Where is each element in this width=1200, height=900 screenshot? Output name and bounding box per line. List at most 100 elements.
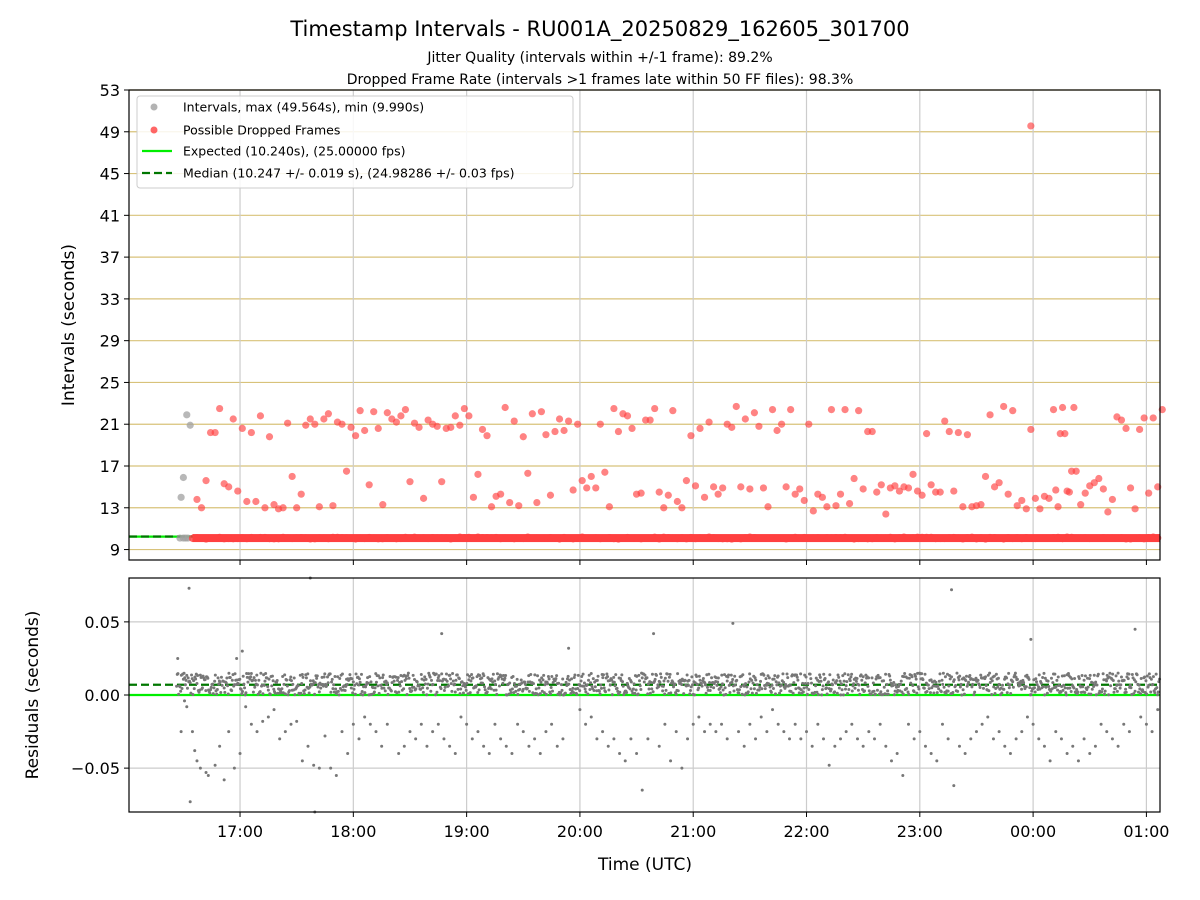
residual-point	[805, 692, 809, 696]
residual-point	[709, 685, 713, 689]
residual-point	[882, 685, 886, 689]
residual-point	[732, 689, 736, 693]
residual-point	[612, 675, 616, 679]
residual-point	[533, 737, 537, 741]
residual-point	[476, 730, 480, 734]
residual-point	[560, 688, 564, 692]
residual-point	[589, 672, 593, 676]
dropped-frame-point	[515, 502, 523, 510]
residual-point	[557, 681, 561, 685]
residual-point	[425, 744, 429, 748]
residual-point	[888, 674, 892, 678]
residual-point	[1020, 730, 1024, 734]
residual-point	[695, 674, 699, 678]
residuals-y-tick-label: −0.05	[71, 759, 120, 778]
residual-point	[1047, 684, 1051, 688]
residual-point	[595, 737, 599, 741]
dropped-frame-point	[564, 417, 573, 425]
residual-point	[984, 683, 988, 687]
residual-point	[313, 692, 317, 696]
residual-point	[981, 686, 985, 690]
residual-point	[822, 737, 826, 741]
residual-point	[867, 689, 871, 693]
residual-point	[1156, 693, 1160, 697]
residual-point	[493, 682, 497, 686]
residual-point	[907, 692, 911, 696]
residual-point	[716, 680, 720, 684]
residual-point	[843, 672, 847, 676]
residual-point	[870, 676, 874, 680]
dropped-frame-point	[347, 423, 355, 431]
residual-point	[259, 671, 263, 675]
residual-point	[1149, 677, 1153, 681]
residual-point	[837, 686, 841, 690]
x-tick-label: 19:00	[444, 822, 490, 841]
residual-point	[1134, 680, 1138, 684]
residual-point	[227, 730, 231, 734]
residual-point	[576, 686, 580, 690]
residual-point	[396, 676, 400, 680]
x-tick-label: 18:00	[330, 822, 376, 841]
residual-point	[179, 730, 183, 734]
dropped-frame-point	[415, 423, 423, 431]
residual-point	[701, 676, 705, 680]
residual-point	[1133, 689, 1137, 693]
residual-point	[211, 692, 215, 696]
residual-point	[674, 692, 678, 696]
residual-point	[1139, 715, 1143, 719]
legend-box	[136, 95, 574, 189]
residual-point	[728, 690, 732, 694]
residual-point	[885, 682, 889, 686]
residual-point	[615, 686, 619, 690]
residual-point	[841, 674, 845, 678]
residual-point	[215, 687, 219, 691]
residual-point	[243, 686, 247, 690]
residual-point	[1022, 681, 1026, 685]
residual-point	[578, 689, 582, 693]
dropped-frame-point	[193, 495, 201, 504]
residual-point	[980, 722, 984, 726]
residual-point	[834, 681, 838, 685]
residual-point	[515, 677, 519, 681]
residual-point	[827, 763, 831, 767]
residual-point	[547, 677, 551, 681]
residual-point	[978, 685, 982, 689]
residual-point	[1053, 672, 1057, 676]
residual-point	[1069, 689, 1073, 693]
residual-point	[789, 689, 793, 693]
residual-point	[1151, 675, 1155, 679]
residual-point	[396, 678, 400, 682]
dropped-frame-point	[882, 510, 890, 518]
residual-point	[334, 773, 338, 777]
residual-point	[241, 674, 245, 678]
residual-point	[941, 671, 945, 675]
residual-point	[453, 690, 457, 694]
residual-point	[482, 744, 486, 748]
residual-point	[606, 675, 610, 679]
residual-point	[749, 687, 753, 691]
dropped-frame-point	[714, 490, 722, 498]
residual-point	[183, 699, 187, 703]
residual-point	[510, 687, 514, 691]
residual-point	[607, 688, 611, 692]
residual-point	[425, 686, 429, 690]
residual-point	[480, 676, 484, 680]
residual-point	[650, 672, 654, 676]
residual-point	[471, 676, 475, 680]
residual-point	[1130, 672, 1134, 676]
legend: Intervals, max (49.564s), min (9.990s) P…	[136, 95, 574, 189]
residual-point	[404, 677, 408, 681]
residual-point	[419, 672, 423, 676]
residual-point	[788, 737, 792, 741]
residual-point	[408, 730, 412, 734]
residual-point	[354, 672, 358, 676]
residual-point	[831, 683, 835, 687]
dropped-frame-point	[410, 419, 419, 427]
residual-point	[1064, 691, 1068, 695]
residual-point	[514, 689, 518, 693]
residual-point	[853, 686, 857, 690]
residual-point	[873, 692, 877, 696]
residual-point	[483, 685, 487, 689]
residual-point	[802, 686, 806, 690]
residual-point	[635, 752, 639, 755]
